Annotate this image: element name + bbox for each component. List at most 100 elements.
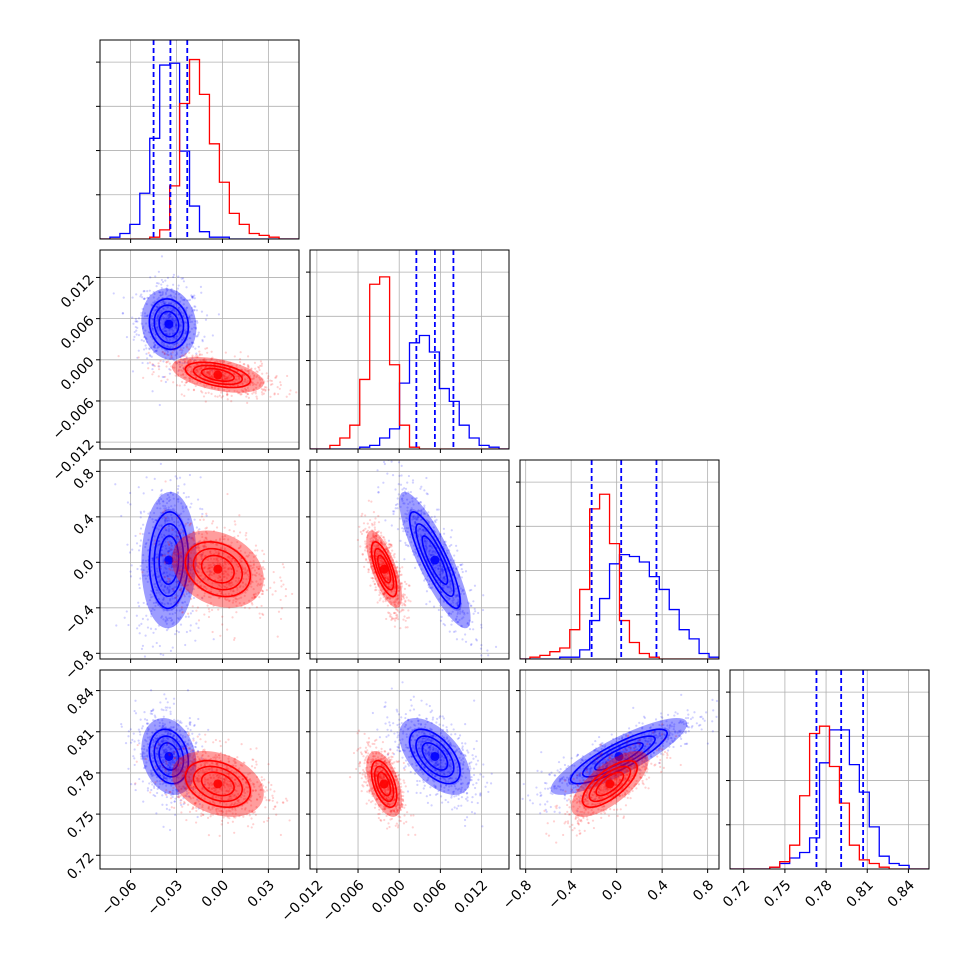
sample-point bbox=[190, 536, 193, 539]
sample-point bbox=[234, 600, 238, 603]
sample-point bbox=[165, 784, 168, 787]
sample-point bbox=[189, 579, 192, 583]
sample-point bbox=[209, 571, 212, 574]
sample-point bbox=[204, 577, 207, 580]
sample-point bbox=[191, 308, 194, 311]
sample-point bbox=[166, 601, 169, 605]
sample-point bbox=[180, 555, 183, 558]
sample-point bbox=[438, 533, 442, 536]
sample-point bbox=[195, 309, 199, 312]
sample-point bbox=[224, 561, 227, 564]
sample-point bbox=[258, 573, 261, 576]
contour-line-level-3 bbox=[184, 361, 252, 389]
sample-point bbox=[396, 575, 399, 578]
sample-point bbox=[122, 296, 125, 299]
sample-point bbox=[450, 612, 453, 615]
sample-point bbox=[153, 608, 156, 612]
sample-point bbox=[162, 571, 166, 574]
sample-point bbox=[455, 638, 459, 641]
density-peak bbox=[213, 370, 223, 380]
sample-point bbox=[173, 295, 176, 298]
sample-point bbox=[452, 601, 455, 604]
sample-point bbox=[260, 381, 263, 384]
sample-point bbox=[438, 564, 441, 567]
sample-point bbox=[250, 367, 253, 370]
sample-point bbox=[148, 361, 152, 364]
sample-point bbox=[188, 351, 191, 354]
sample-point bbox=[200, 359, 203, 363]
sample-point bbox=[143, 335, 146, 339]
sample-point bbox=[366, 545, 369, 548]
sample-point bbox=[377, 514, 380, 518]
sample-point bbox=[161, 766, 164, 769]
sample-point bbox=[252, 388, 256, 391]
sample-point bbox=[229, 566, 232, 569]
sample-point bbox=[406, 616, 409, 620]
sample-point bbox=[158, 499, 161, 502]
sample-point bbox=[412, 544, 416, 547]
sample-point bbox=[170, 726, 173, 729]
sample-point bbox=[178, 532, 182, 535]
sample-point bbox=[284, 587, 288, 591]
sample-point bbox=[233, 384, 236, 387]
sample-point bbox=[364, 514, 367, 517]
sample-point bbox=[170, 328, 174, 331]
sample-point bbox=[425, 542, 428, 545]
sample-point bbox=[155, 326, 159, 329]
sample-point bbox=[172, 739, 175, 743]
sample-point bbox=[220, 396, 223, 399]
sample-point bbox=[160, 553, 163, 556]
sample-point bbox=[173, 551, 177, 554]
sample-point bbox=[140, 622, 143, 625]
sample-point bbox=[420, 513, 423, 516]
sample-point bbox=[147, 331, 150, 334]
sample-point bbox=[234, 579, 237, 583]
sample-point bbox=[177, 618, 181, 621]
sample-point bbox=[218, 562, 221, 566]
sample-point bbox=[165, 329, 168, 332]
sample-point bbox=[137, 349, 140, 352]
sample-point bbox=[442, 577, 446, 580]
sample-point bbox=[197, 548, 200, 552]
sample-point bbox=[235, 576, 238, 579]
sample-point bbox=[224, 585, 227, 588]
sample-point bbox=[140, 311, 143, 315]
sample-point bbox=[153, 785, 156, 788]
sample-point bbox=[213, 387, 216, 390]
sample-point bbox=[148, 348, 151, 351]
sample-point bbox=[168, 332, 171, 335]
sample-point bbox=[386, 577, 389, 580]
sample-point bbox=[166, 339, 169, 343]
sample-point bbox=[403, 593, 406, 596]
sample-point bbox=[223, 371, 226, 374]
sample-point bbox=[171, 308, 175, 311]
sample-point bbox=[412, 517, 415, 520]
sample-point bbox=[415, 518, 418, 521]
sample-point bbox=[178, 546, 181, 549]
sample-point bbox=[168, 573, 171, 576]
sample-point bbox=[368, 526, 371, 529]
sample-point bbox=[196, 569, 199, 573]
sample-point bbox=[153, 344, 156, 347]
sample-point bbox=[221, 378, 225, 381]
sample-point bbox=[174, 317, 177, 321]
sample-point bbox=[371, 536, 374, 540]
sample-point bbox=[208, 573, 211, 577]
sample-point bbox=[195, 354, 198, 357]
sample-point bbox=[193, 543, 196, 546]
sample-point bbox=[189, 624, 192, 627]
sample-point bbox=[151, 327, 154, 330]
sample-point bbox=[165, 580, 168, 583]
sample-point bbox=[201, 535, 204, 539]
sample-point bbox=[140, 314, 143, 317]
sample-point bbox=[161, 601, 164, 605]
sample-point bbox=[236, 390, 239, 393]
sample-point bbox=[417, 515, 420, 519]
sample-point bbox=[369, 537, 372, 540]
sample-point bbox=[439, 532, 442, 536]
sample-point bbox=[155, 349, 158, 352]
sample-point bbox=[183, 358, 186, 361]
sample-point bbox=[143, 336, 146, 339]
sample-point bbox=[146, 726, 149, 729]
sample-point bbox=[188, 595, 191, 598]
